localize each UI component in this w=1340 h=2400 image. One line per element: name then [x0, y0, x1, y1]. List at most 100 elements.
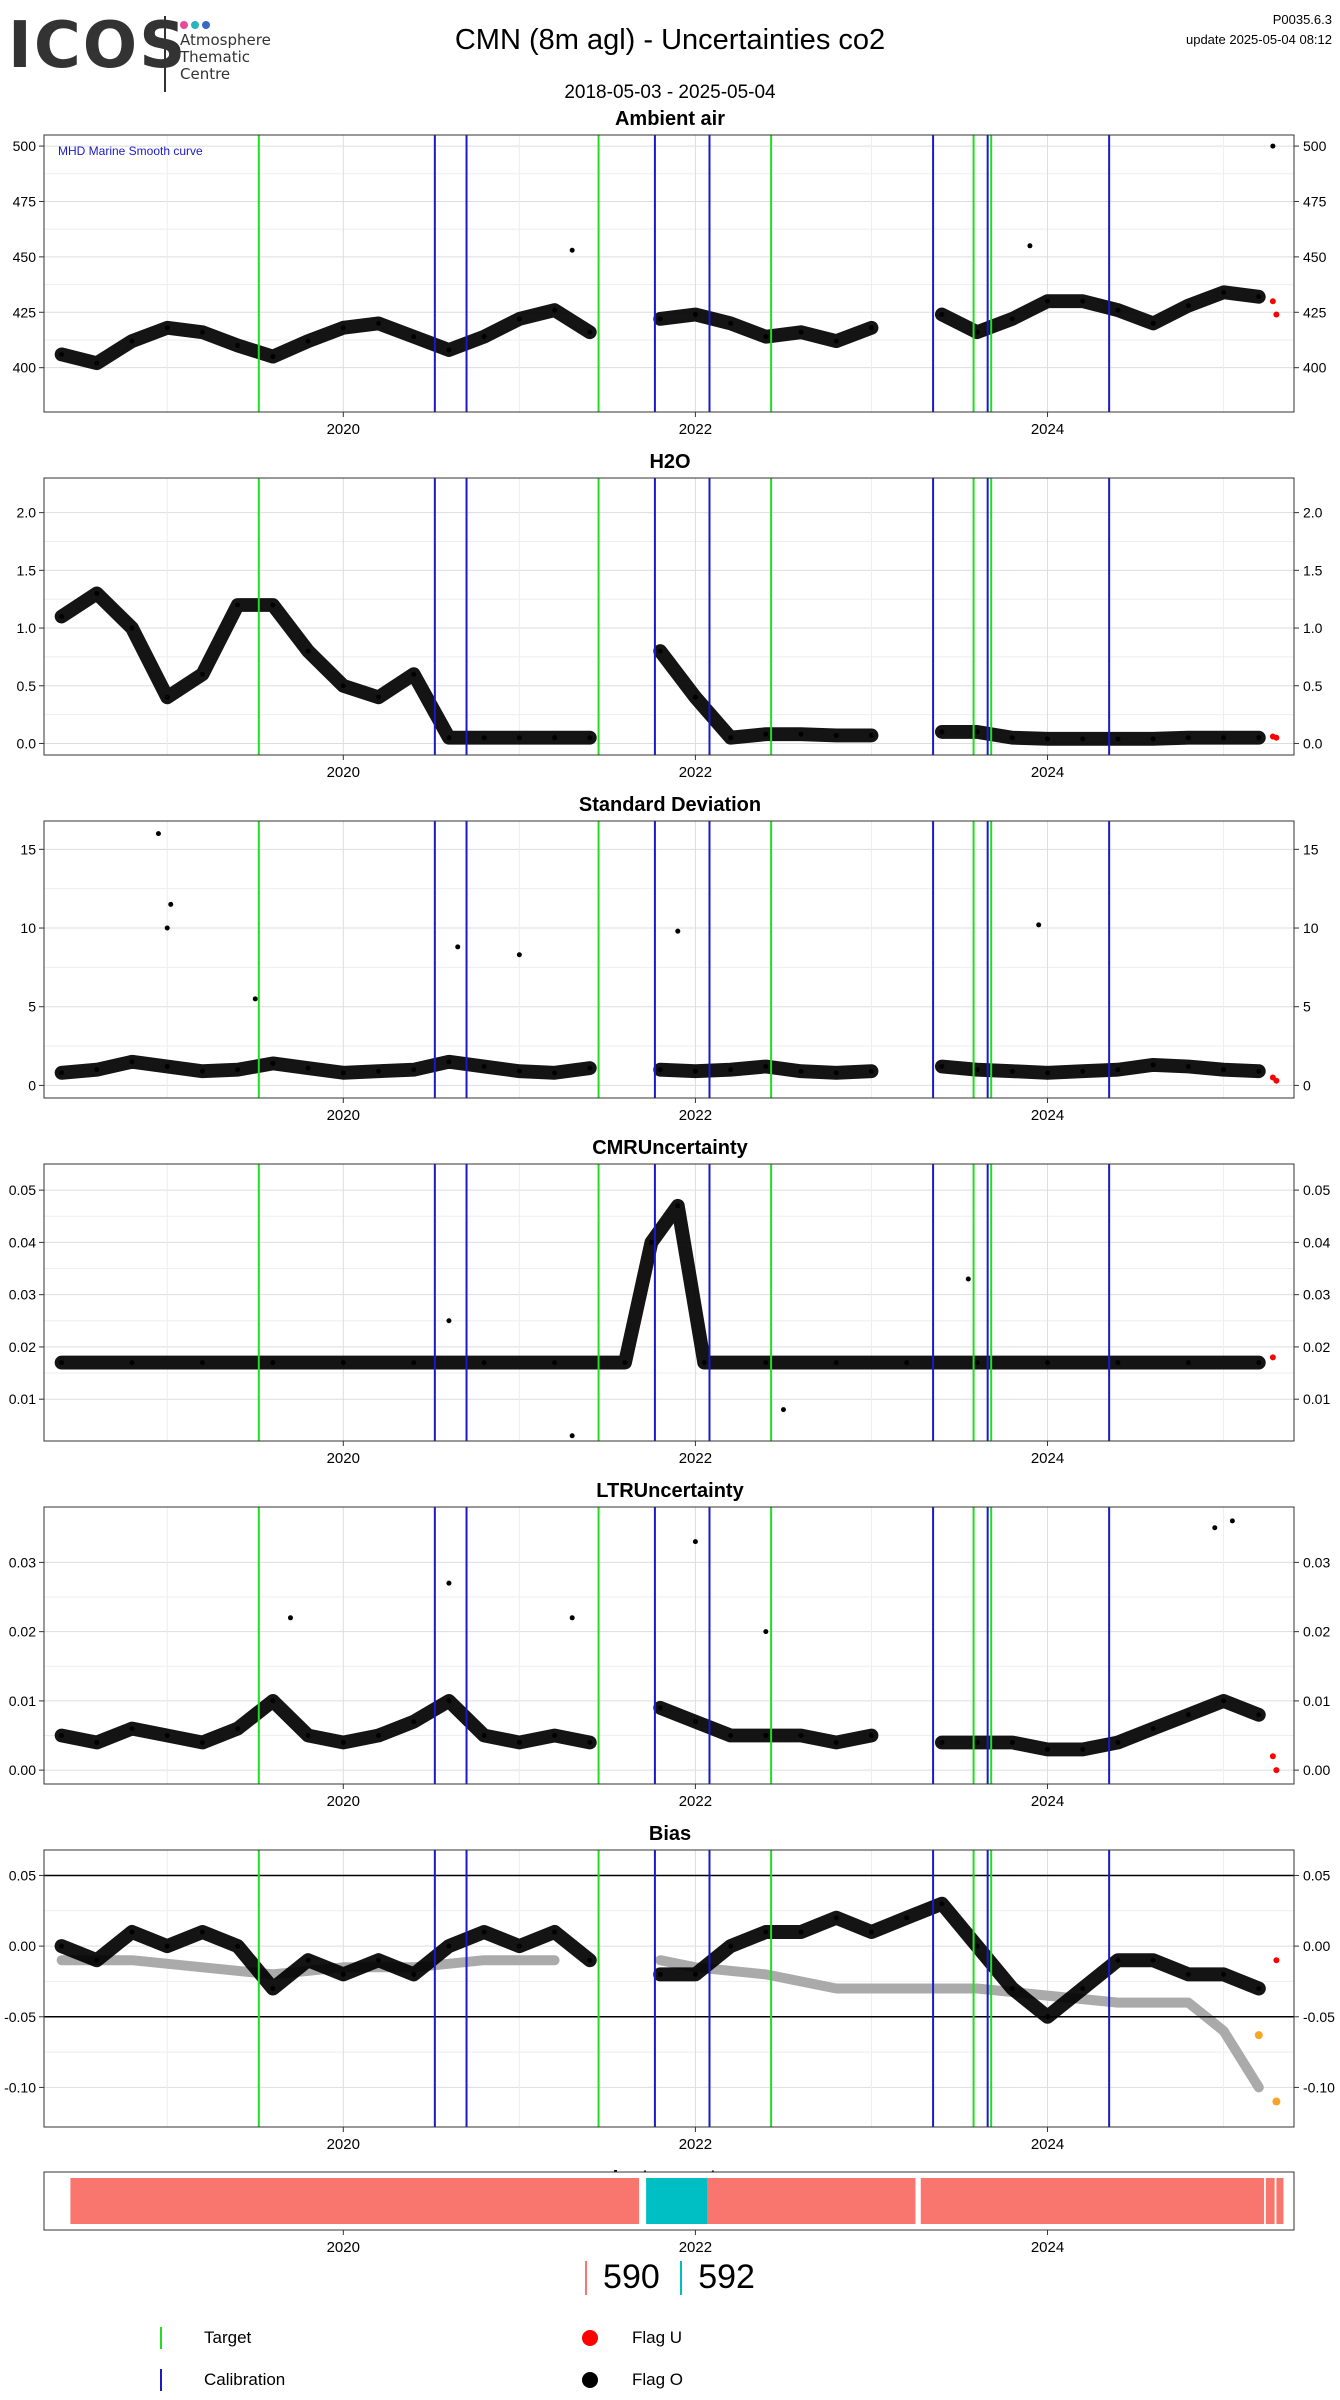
flag-o-point — [868, 1068, 874, 1074]
flag-o-point — [1080, 736, 1086, 742]
flag-o-point — [446, 1943, 452, 1949]
flag-o-point — [904, 1915, 910, 1921]
y-tick-label: 400 — [13, 360, 37, 376]
flag-o-point — [164, 1733, 170, 1739]
flag-o-point — [94, 1739, 100, 1745]
outlier-point — [965, 1276, 971, 1282]
x-tick-label: 2024 — [1031, 1450, 1064, 1467]
flag-o-point — [974, 329, 980, 335]
flag-o-series — [54, 1896, 1266, 2024]
x-tick-label: 2020 — [327, 421, 360, 438]
flag-o-point — [692, 694, 698, 700]
flag-o-point — [376, 694, 382, 700]
y-tick-label: 0.0 — [17, 735, 37, 751]
x-tick-label: 2020 — [327, 2136, 360, 2153]
flag-o-point — [868, 1733, 874, 1739]
legend-target-label: Target — [204, 2328, 252, 2347]
x-tick-label: 2022 — [679, 2136, 712, 2153]
flag-o-point — [974, 1943, 980, 1949]
x-tick-label: 2020 — [327, 1107, 360, 1124]
y-tick-label-right: 425 — [1303, 304, 1327, 320]
instrument-segment — [1276, 2178, 1284, 2224]
outlier-point — [155, 831, 161, 837]
y-tick-label-right: 5 — [1303, 999, 1311, 1015]
y-tick-label-right: 0.03 — [1303, 1287, 1330, 1303]
y-tick-label-right: 0.00 — [1303, 1938, 1330, 1954]
chart-title: Ambient air — [615, 108, 725, 130]
flag-o-point — [376, 1733, 382, 1739]
flag-o-point — [763, 731, 769, 737]
outlier-point — [1270, 143, 1276, 149]
flag-o-point — [763, 1064, 769, 1070]
flag-o-point — [270, 1986, 276, 1991]
flag-o-point — [199, 1360, 205, 1366]
chart-title: H2O — [649, 451, 690, 473]
flag-o-point — [1150, 1726, 1156, 1732]
flag-o-point — [763, 1733, 769, 1739]
flag-o-point — [833, 1915, 839, 1921]
chart-title: Bias — [649, 1823, 691, 1845]
flag-o-point — [340, 1971, 346, 1977]
flag-o-point — [305, 648, 311, 654]
outlier-point — [1229, 1518, 1235, 1524]
plot-frame — [43, 820, 1295, 1099]
flag-o-point — [59, 1360, 65, 1366]
flag-o-point — [692, 1719, 698, 1725]
flag-o-series — [54, 1198, 1266, 1370]
plot-area — [44, 821, 1294, 1098]
flag-o-point — [1115, 736, 1121, 742]
flag-o-point — [340, 1739, 346, 1745]
flag-o-point — [446, 1698, 452, 1704]
x-tick-label: 2020 — [327, 2239, 360, 2256]
plot-frame — [43, 1163, 1295, 1442]
flag-o-point — [1009, 316, 1015, 322]
flag-o-point — [552, 1929, 558, 1935]
flag-o-point — [1009, 1986, 1015, 1991]
flag-o-point — [340, 1070, 346, 1076]
flag-o-point — [1256, 1068, 1262, 1074]
plot-area — [44, 1507, 1294, 1784]
y-tick-label-right: 0.00 — [1303, 1762, 1330, 1778]
x-tick-label: 2022 — [679, 1793, 712, 1810]
flag-o-point — [1080, 1986, 1086, 1991]
flag-o-point — [1150, 736, 1156, 742]
logo-divider — [164, 16, 166, 92]
flag-o-point — [701, 1360, 707, 1366]
y-tick-label: 5 — [28, 999, 36, 1015]
x-tick-label: 2020 — [327, 1793, 360, 1810]
x-tick-label: 2024 — [1031, 1107, 1064, 1124]
flag-o-point — [1185, 1712, 1191, 1718]
flag-o-point — [516, 316, 522, 322]
flag-o-point — [1256, 294, 1262, 300]
flag-o-point — [94, 1957, 100, 1963]
flag-o-point — [516, 1739, 522, 1745]
flag-o-point — [974, 1360, 980, 1366]
flag-o-point — [1115, 1067, 1121, 1073]
x-tick-label: 2020 — [327, 1450, 360, 1467]
flag-u-point — [1269, 298, 1276, 305]
y-tick-label: 10 — [20, 920, 36, 936]
flag-o-point — [411, 1971, 417, 1977]
x-tick-label: 2024 — [1031, 764, 1064, 781]
y-tick-label-right: 450 — [1303, 249, 1327, 265]
flag-o-point — [675, 1203, 681, 1209]
flag-o-point — [798, 1068, 804, 1074]
y-tick-label: 0.5 — [17, 678, 37, 694]
y-tick-label-right: 10 — [1303, 920, 1319, 936]
flag-o-point — [1045, 1070, 1051, 1076]
flag-o-point — [1221, 289, 1227, 295]
flag-o-point — [340, 325, 346, 331]
flag-o-point — [552, 1360, 558, 1366]
y-tick-label-right: 475 — [1303, 193, 1327, 209]
y-tick-label-right: 1.5 — [1303, 562, 1323, 578]
chart-panel: Standard Deviation 0 0 5 5 10 10 15 15 2020 2022 20… — [20, 794, 1318, 1124]
flag-u-point — [1273, 1957, 1280, 1964]
outlier-point — [569, 247, 575, 253]
flag-o-point — [552, 1070, 558, 1076]
flag-o-point — [376, 1957, 382, 1963]
y-tick-label: 500 — [13, 138, 37, 154]
flag-o-point — [129, 1360, 135, 1366]
flag-o-point — [199, 671, 205, 677]
outlier-point — [446, 1580, 452, 1586]
chart-panel: H2O 0.0 0.0 0.5 0.5 1.0 1.0 1.5 1.5 2.0 2.0 2020 202… — [17, 451, 1323, 781]
